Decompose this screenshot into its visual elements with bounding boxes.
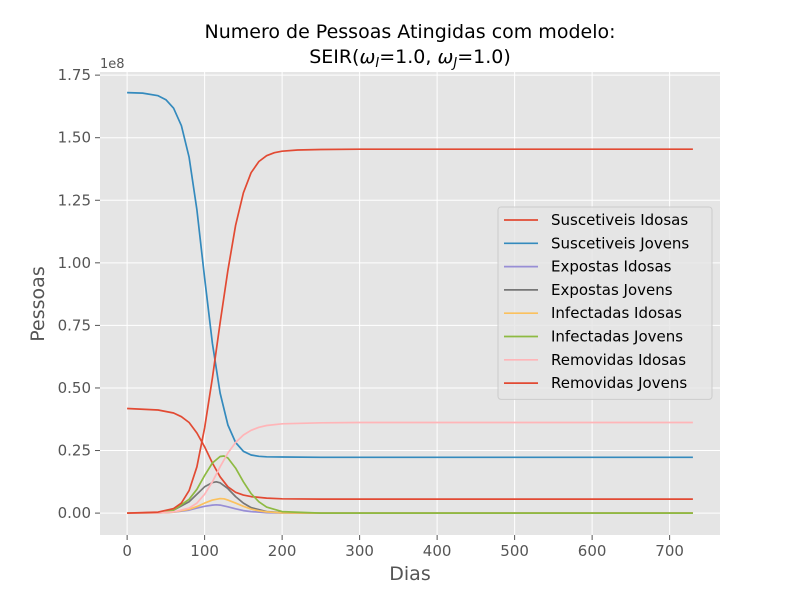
series-line-0 [127, 407, 693, 500]
title-subscript-j: J [450, 56, 457, 71]
legend-label-4: Infectadas Idosas [551, 304, 682, 322]
y-tick-label: 1.50 [58, 129, 91, 147]
chart-title-line2: SEIR(ωI=1.0, ωJ=1.0) [309, 46, 511, 71]
series-line-6 [127, 421, 693, 514]
title-prefix: SEIR( [309, 46, 359, 68]
series-line-7 [127, 148, 693, 514]
x-tick-label: 500 [500, 542, 529, 560]
y-tick-label: 0.50 [58, 379, 91, 397]
y-tick-label: 0.25 [58, 442, 91, 460]
x-tick-label: 700 [655, 542, 684, 560]
series-line-1 [127, 91, 693, 459]
y-tick-label: 0.00 [58, 504, 91, 522]
x-tick-label: 200 [268, 542, 297, 560]
legend-label-6: Removidas Idosas [551, 351, 686, 369]
y-offset-label: 1e8 [100, 57, 125, 72]
legend-label-1: Suscetiveis Jovens [551, 234, 689, 252]
legend-label-0: Suscetiveis Idosas [551, 211, 688, 229]
series-lines [127, 91, 693, 514]
y-tick-label: 0.75 [58, 316, 91, 334]
x-tick-label: 400 [423, 542, 452, 560]
x-axis-label: Dias [389, 563, 430, 585]
y-tick-label: 1.75 [58, 66, 91, 84]
legend: Suscetiveis Idosas Suscetiveis Jovens Expo… [497, 206, 713, 400]
series-line-4 [127, 497, 693, 514]
legend-label-5: Infectadas Jovens [551, 328, 683, 346]
x-tick-label: 100 [190, 542, 219, 560]
axis-ticks: 0 100 200 300 400 500 600 700 0.00 0.25 0.50 0.75 1.… [58, 66, 684, 560]
title-eq-j: =1.0) [457, 46, 511, 68]
title-omega-j: ω [437, 46, 453, 68]
y-tick-label: 1.00 [58, 254, 91, 272]
legend-frame [497, 206, 713, 400]
title-eq-i: =1.0, [379, 46, 437, 68]
title-omega-i: ω [359, 46, 375, 68]
y-tick-label: 1.25 [58, 191, 91, 209]
x-tick-label: 0 [122, 542, 132, 560]
chart-title-line1: Numero de Pessoas Atingidas com modelo: [205, 21, 616, 43]
x-tick-label: 300 [345, 542, 374, 560]
legend-label-7: Removidas Jovens [551, 374, 687, 392]
y-axis-label: Pessoas [27, 266, 49, 341]
legend-label-3: Expostas Jovens [551, 281, 673, 299]
title-subscript-i: I [375, 56, 379, 71]
legend-label-2: Expostas Idosas [551, 258, 672, 276]
x-tick-label: 600 [578, 542, 607, 560]
